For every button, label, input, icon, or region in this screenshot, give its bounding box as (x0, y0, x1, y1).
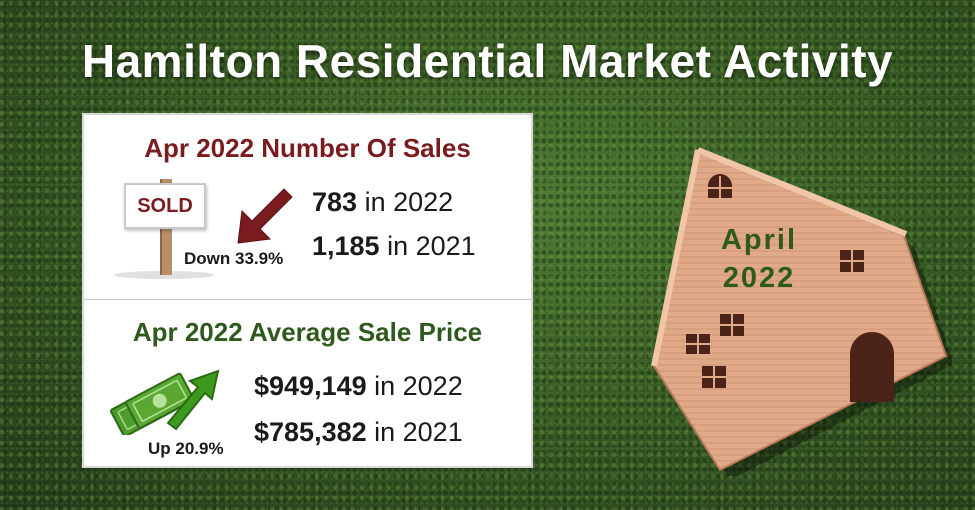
stats-panel: Apr 2022 Number Of Sales SOLD Down 33.9%… (82, 113, 533, 468)
price-2022-value: $949,149 (254, 371, 367, 401)
sales-2021-suffix: in 2021 (379, 231, 476, 261)
page-title: Hamilton Residential Market Activity (81, 35, 894, 87)
sign-shadow (114, 271, 214, 279)
sales-change-label: Down 33.9% (184, 249, 284, 268)
price-2021-stat: $785,382 in 2021 (254, 417, 463, 448)
sales-2022-stat: 783 in 2022 (312, 187, 453, 218)
sold-sign: SOLD (124, 183, 206, 229)
price-2021-suffix: in 2021 (366, 417, 463, 447)
price-2022-stat: $949,149 in 2022 (254, 371, 463, 402)
house-year-label: 2022 (722, 262, 796, 294)
house-icon (651, 147, 952, 476)
money-arrow-up-icon (110, 369, 220, 435)
section-divider (84, 299, 531, 300)
sales-heading: Apr 2022 Number Of Sales (144, 133, 471, 163)
price-heading: Apr 2022 Average Sale Price (132, 317, 483, 347)
house-month-label: April (720, 224, 798, 256)
sales-2022-value: 783 (312, 187, 358, 217)
arrow-down-left-icon (237, 188, 293, 244)
sales-2021-stat: 1,185 in 2021 (312, 231, 476, 262)
price-2022-suffix: in 2022 (366, 371, 463, 401)
price-2021-value: $785,382 (254, 417, 367, 447)
price-change-label: Up 20.9% (148, 439, 224, 458)
sales-2021-value: 1,185 (312, 231, 380, 261)
sales-2022-suffix: in 2022 (357, 187, 454, 217)
